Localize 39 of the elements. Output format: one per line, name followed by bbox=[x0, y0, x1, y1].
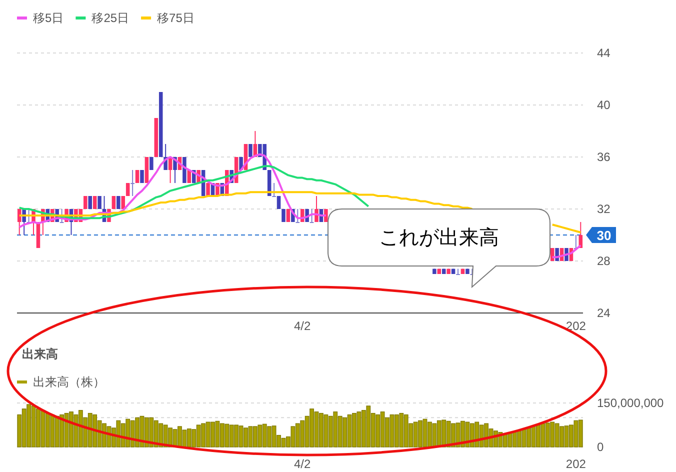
legend-label: 移25日 bbox=[92, 11, 130, 25]
y-tick-label: 44 bbox=[597, 46, 611, 60]
y-tick-label: 24 bbox=[597, 306, 611, 320]
candlestick bbox=[130, 170, 134, 196]
candlestick bbox=[88, 196, 92, 209]
candlestick bbox=[92, 196, 97, 209]
candlestick bbox=[116, 196, 120, 209]
legend-label: 出来高（株） bbox=[33, 375, 105, 389]
candlestick bbox=[456, 268, 460, 275]
candlestick bbox=[206, 183, 210, 196]
candlestick bbox=[276, 196, 281, 209]
candlestick bbox=[112, 196, 116, 209]
candlestick bbox=[98, 196, 102, 209]
candlestick bbox=[126, 183, 130, 196]
candlestick bbox=[150, 157, 154, 170]
y-tick-label: 40 bbox=[597, 98, 611, 112]
y-tick-label: 0 bbox=[597, 440, 604, 454]
legend-label: 移5日 bbox=[33, 11, 64, 25]
x-tick-label: 202 bbox=[566, 319, 586, 333]
x-tick-label: 202 bbox=[566, 457, 586, 471]
candlestick bbox=[135, 170, 140, 183]
candlestick bbox=[272, 182, 276, 197]
annotation: これが出来高 bbox=[379, 226, 499, 249]
legend-label: 移75日 bbox=[157, 11, 194, 25]
candlestick bbox=[121, 196, 126, 209]
candlestick bbox=[296, 208, 300, 223]
candlestick bbox=[310, 208, 314, 223]
candlestick bbox=[248, 144, 252, 157]
candlestick bbox=[84, 196, 88, 209]
ref-line-label: 30 bbox=[596, 228, 612, 243]
chart-title: 出来高 bbox=[22, 347, 58, 361]
y-tick-label: 36 bbox=[597, 150, 611, 164]
candlestick bbox=[286, 209, 290, 222]
x-tick-label: 4/2 bbox=[294, 457, 312, 471]
candlestick bbox=[60, 208, 64, 223]
y-tick-label: 150,000,000 bbox=[597, 396, 664, 410]
y-tick-label: 32 bbox=[597, 202, 611, 216]
x-tick-label: 4/2 bbox=[294, 319, 312, 333]
y-tick-label: 28 bbox=[597, 254, 611, 268]
